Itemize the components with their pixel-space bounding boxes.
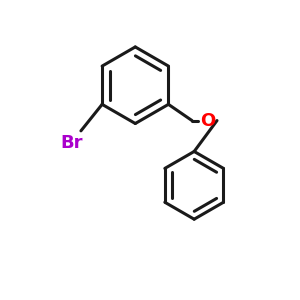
Text: Br: Br: [60, 134, 83, 152]
Text: O: O: [200, 112, 215, 130]
